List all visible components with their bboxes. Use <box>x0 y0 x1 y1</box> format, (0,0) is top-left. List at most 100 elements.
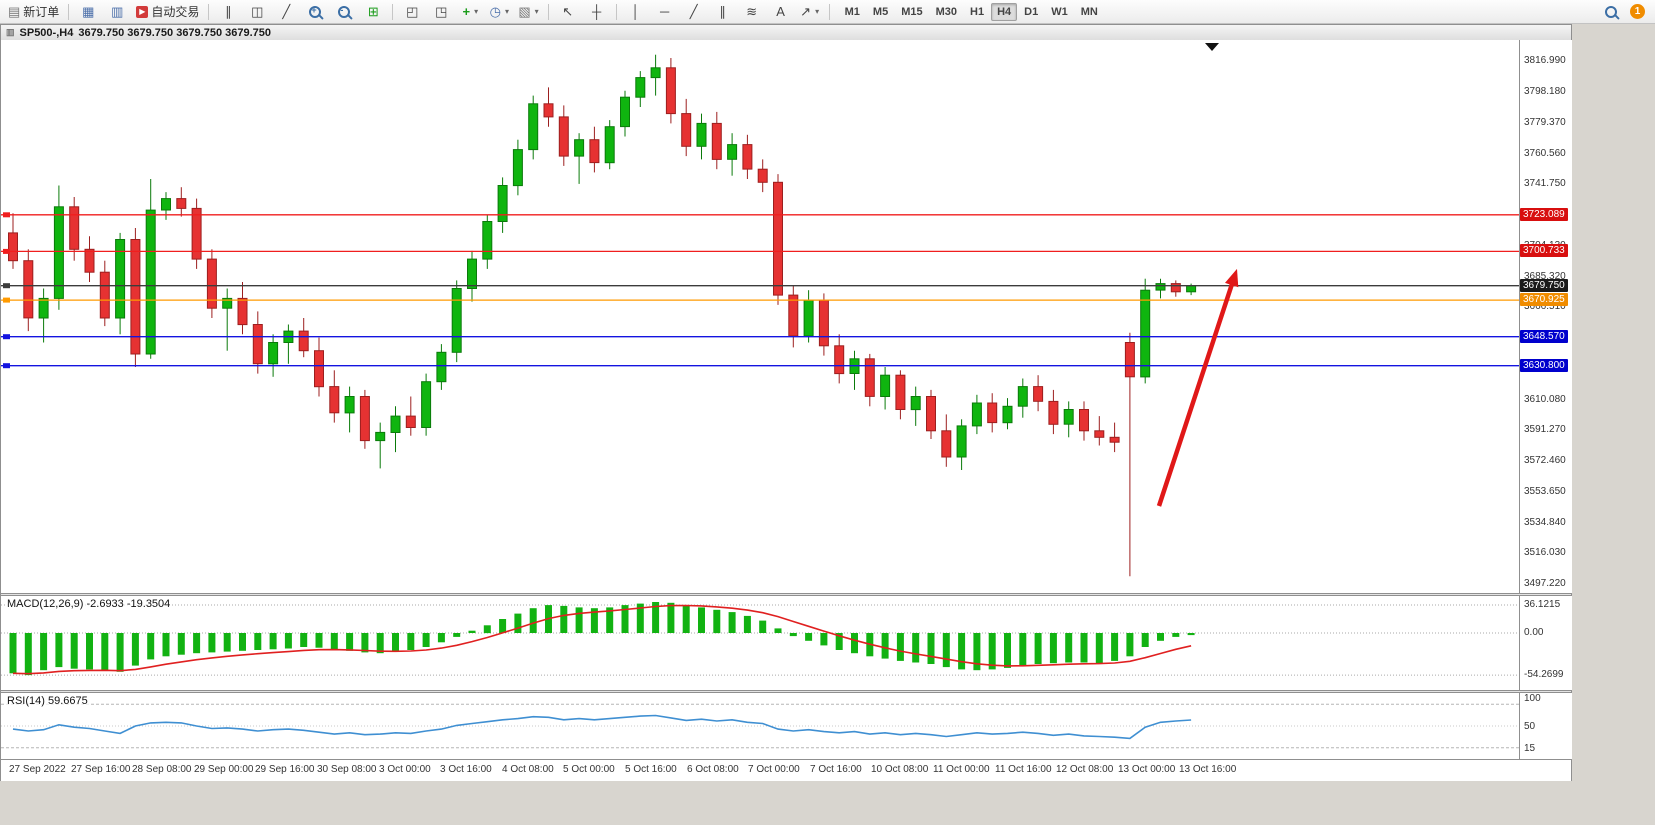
fibonacci-icon: ≋ <box>746 4 758 19</box>
horizontal-line-tool-button[interactable]: ─ <box>651 1 679 23</box>
periods-button[interactable]: ◷ ▾ <box>485 1 513 23</box>
macd-histogram-bar <box>851 633 858 654</box>
tab-timeframe-h4[interactable]: H4 <box>991 2 1018 21</box>
rsi-axis[interactable]: 100 50 15 <box>1519 693 1572 759</box>
price-line-badge: 3700.733 <box>1520 244 1568 257</box>
bar-chart-button[interactable]: ∥ <box>214 1 242 23</box>
time-tick-label: 7 Oct 00:00 <box>748 764 800 775</box>
candle-body <box>1170 283 1181 293</box>
horizontal-line-icon: ─ <box>660 4 670 19</box>
cursor-tool-button[interactable]: ↖ <box>554 1 582 23</box>
price-line-badge: 3648.570 <box>1520 330 1568 343</box>
search-button[interactable] <box>1597 1 1625 23</box>
trendline-tool-button[interactable]: ╱ <box>680 1 708 23</box>
time-tick-label: 7 Oct 16:00 <box>810 764 862 775</box>
macd-histogram-bar <box>942 633 950 668</box>
vertical-line-tool-button[interactable]: │ <box>622 1 650 23</box>
panel-splitter[interactable] <box>1 690 1571 693</box>
macd-panel[interactable]: MACD(12,26,9) -2.6933 -19.3504 <box>1 596 1519 690</box>
candle-body <box>84 248 95 273</box>
chart-title-bar[interactable]: ▥ SP500-,H4 3679.750 3679.750 3679.750 3… <box>1 25 1571 41</box>
candle-body <box>696 122 707 147</box>
candle-body <box>222 297 233 309</box>
macd-tick-label: -54.2699 <box>1524 669 1564 680</box>
candlestick-chart-button[interactable]: ◫ <box>243 1 271 23</box>
notification-badge[interactable]: 1 <box>1630 4 1645 19</box>
tab-timeframe-w1[interactable]: W1 <box>1051 5 1068 18</box>
macd-histogram-bar <box>789 633 797 637</box>
price-tick-label: 3685.320 <box>1524 271 1566 282</box>
candle-body <box>191 207 202 260</box>
time-tick-label: 13 Oct 00:00 <box>1118 764 1176 775</box>
zoom-out-button[interactable]: - <box>330 1 358 23</box>
macd-axis[interactable]: 36.1215 0.00 -54.2699 <box>1519 596 1572 690</box>
tab-timeframe-d1[interactable]: D1 <box>1024 5 1039 18</box>
price-tick-label: 3516.030 <box>1524 547 1566 558</box>
tab-timeframe-m1[interactable]: M1 <box>844 5 860 18</box>
main-chart[interactable] <box>1 40 1519 593</box>
auto-trading-button[interactable]: ▶ 自动交易 <box>132 1 203 23</box>
crosshair-tool-button[interactable]: ┼ <box>583 1 611 23</box>
macd-signal-line <box>12 604 1192 675</box>
time-tick-label: 5 Oct 00:00 <box>563 764 615 775</box>
macd-histogram-bar <box>973 633 981 671</box>
chart-window: ▥ SP500-,H4 3679.750 3679.750 3679.750 3… <box>0 24 1572 781</box>
macd-histogram-bar <box>835 633 843 650</box>
price-axis[interactable]: 3816.990 3798.180 3779.370 3760.560 3741.750… <box>1519 40 1572 593</box>
macd-histogram-bar <box>55 633 63 668</box>
candle-body <box>1033 386 1044 402</box>
time-tick-label: 12 Oct 08:00 <box>1056 764 1114 775</box>
navigator-button[interactable]: ▥ <box>103 1 131 23</box>
fibonacci-tool-button[interactable]: ≋ <box>738 1 766 23</box>
channel-tool-button[interactable]: ∥ <box>709 1 737 23</box>
templates-button[interactable]: ▧ ▾ <box>514 1 542 23</box>
time-tick-label: 29 Sep 16:00 <box>255 764 315 775</box>
macd-histogram-bar <box>988 633 996 670</box>
candle-body <box>1063 409 1074 425</box>
cascade-windows-button[interactable]: ◳ <box>427 1 455 23</box>
chart-shift-marker <box>1205 43 1219 51</box>
candle-body <box>589 139 600 164</box>
zoom-in-button[interactable]: + <box>301 1 329 23</box>
tab-timeframe-h1[interactable]: H1 <box>970 5 985 18</box>
candle-body <box>314 350 324 388</box>
macd-histogram-bar <box>86 633 93 670</box>
line-chart-button[interactable]: ╱ <box>272 1 300 23</box>
macd-histogram-bar <box>131 633 139 666</box>
price-tick-label: 3572.460 <box>1524 455 1566 466</box>
price-tick-label: 3741.750 <box>1524 178 1566 189</box>
rsi-label: RSI(14) 59.6675 <box>5 695 90 707</box>
rsi-panel[interactable]: RSI(14) 59.6675 <box>1 693 1519 759</box>
time-axis[interactable]: 27 Sep 2022 27 Sep 16:00 28 Sep 08:00 29 Se… <box>1 759 1571 781</box>
new-order-button[interactable]: ▤ 新订单 <box>4 1 63 23</box>
macd-histogram-bar <box>514 613 522 633</box>
tab-timeframe-m15[interactable]: M15 <box>901 5 923 18</box>
toolbar-separator <box>392 3 394 20</box>
market-watch-button[interactable]: ▦ <box>74 1 102 23</box>
candle-body <box>1017 386 1028 407</box>
panel-splitter[interactable] <box>1 593 1571 596</box>
candle-body <box>543 103 554 118</box>
macd-histogram-bar <box>1004 633 1011 668</box>
candle-body <box>864 358 875 397</box>
tab-timeframe-m5[interactable]: M5 <box>872 5 889 18</box>
text-tool-button[interactable]: A <box>767 1 795 23</box>
candle-body <box>38 297 49 319</box>
candle-body <box>757 168 768 183</box>
tab-timeframe-m30[interactable]: M30 <box>935 5 958 18</box>
new-chart-button[interactable]: ⊞ <box>359 1 387 23</box>
time-tick-label: 6 Oct 08:00 <box>687 764 739 775</box>
macd-tick-label: 36.1215 <box>1524 599 1561 610</box>
line-drag-handle <box>3 248 10 254</box>
tile-windows-button[interactable]: ◰ <box>398 1 426 23</box>
tab-timeframe-mn[interactable]: MN <box>1080 5 1098 18</box>
price-tick-label: 3760.560 <box>1524 148 1566 159</box>
macd-histogram-bar <box>162 633 170 657</box>
toolbar-separator <box>615 3 617 20</box>
macd-histogram-bar <box>422 633 430 647</box>
candle-body <box>421 381 432 429</box>
add-indicator-button[interactable]: + ▾ <box>456 1 484 23</box>
macd-histogram-bar <box>896 633 904 661</box>
arrows-tool-button[interactable]: ↗ ▾ <box>796 1 824 23</box>
line-drag-handle <box>3 363 10 369</box>
